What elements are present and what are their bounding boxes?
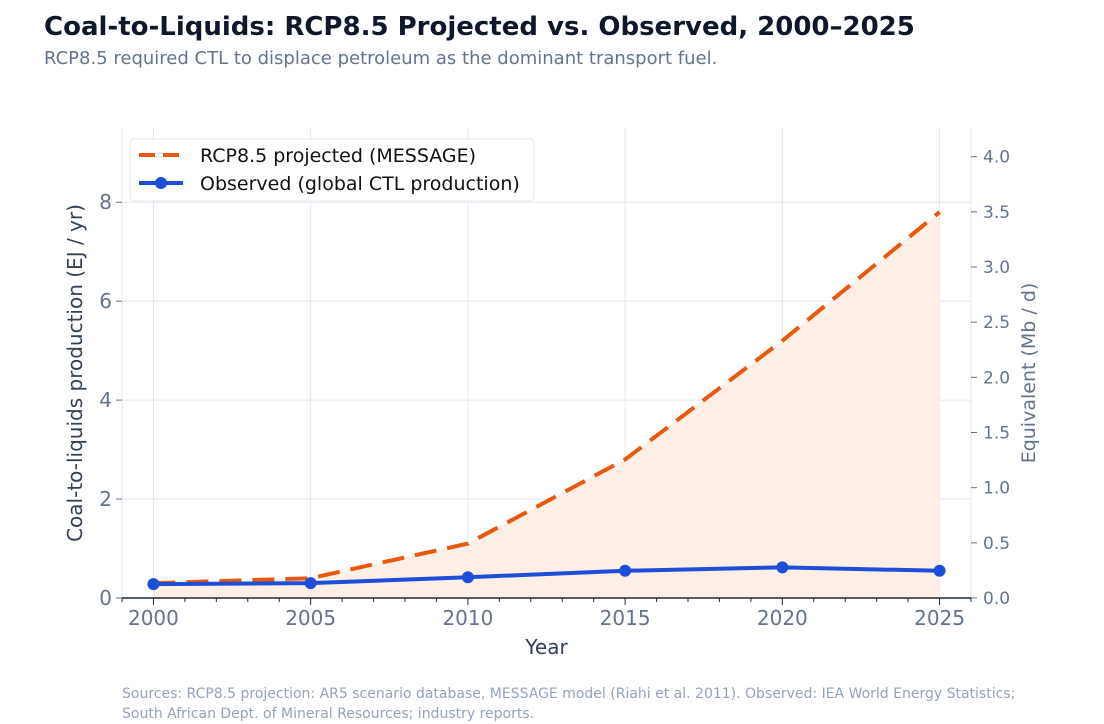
y2-axis-label: Equivalent (Mb / d) <box>1018 283 1040 464</box>
y-tick-label: 8 <box>99 190 112 214</box>
y2-tick-label: 0.5 <box>983 534 1010 554</box>
series-line-projected <box>153 210 941 586</box>
y2-tick-label: 2.0 <box>983 368 1010 388</box>
y2-tick-label: 2.5 <box>983 313 1010 333</box>
x-tick-label: 2015 <box>600 606 651 630</box>
y2-tick-label: 3.5 <box>983 203 1010 223</box>
series-line-observed <box>153 565 940 587</box>
legend-label-observed: Observed (global CTL production) <box>200 173 520 195</box>
observed-point <box>776 561 789 574</box>
y2-tick-label: 3.0 <box>983 258 1010 278</box>
y-axis-label: Coal-to-liquids production (EJ / yr) <box>63 204 87 542</box>
y-tick-label: 2 <box>99 487 112 511</box>
projection-fill-area <box>153 212 940 598</box>
sources-note: Sources: RCP8.5 projection: AR5 scenario… <box>122 686 1016 722</box>
chart-canvas: 2000 2005 2010 2015 2020 2025 0 2 4 6 8 0.0 0.5 1.0 1.… <box>63 128 1040 659</box>
observed-point <box>933 564 946 577</box>
y-tick-label: 4 <box>99 388 112 412</box>
series-layer <box>147 210 946 591</box>
y2-tick-label: 0.0 <box>983 589 1010 609</box>
axes <box>116 156 977 605</box>
x-tick-label: 2020 <box>757 606 808 630</box>
legend-box <box>129 138 535 202</box>
legend: RCP8.5 projected (MESSAGE) Observed (glo… <box>129 138 535 202</box>
x-tick-label: 2025 <box>914 606 965 630</box>
y-tick-label: 0 <box>99 586 112 610</box>
y2-tick-label: 4.0 <box>983 148 1010 168</box>
x-tick-label: 2010 <box>442 606 493 630</box>
observed-point <box>619 564 632 577</box>
y2-tick-label: 1.5 <box>983 424 1010 444</box>
observed-point <box>461 571 474 584</box>
chart-subtitle: RCP8.5 required CTL to displace petroleu… <box>44 48 718 69</box>
observed-point <box>304 577 317 590</box>
observed-point <box>147 578 160 591</box>
x-tick-label: 2005 <box>285 606 336 630</box>
x-axis-label: Year <box>524 635 568 659</box>
chart-title: Coal-to-Liquids: RCP8.5 Projected vs. Ob… <box>44 12 915 42</box>
legend-marker-observed <box>155 177 167 189</box>
tick-labels: 2000 2005 2010 2015 2020 2025 0 2 4 6 8 0.0 0.5 1.0 1.… <box>99 148 1010 630</box>
y-tick-label: 6 <box>99 289 112 313</box>
y2-tick-label: 1.0 <box>983 479 1010 499</box>
x-tick-label: 2000 <box>128 606 179 630</box>
legend-label-projected: RCP8.5 projected (MESSAGE) <box>200 145 476 167</box>
